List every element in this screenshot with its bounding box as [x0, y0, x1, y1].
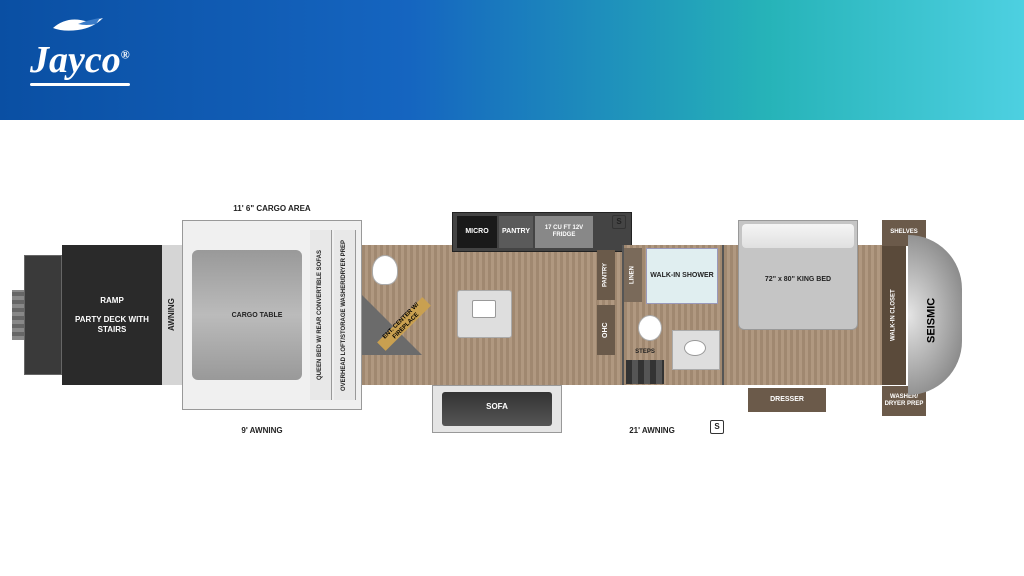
ramp-label: RAMP: [66, 296, 158, 306]
floorplan-canvas: RAMP PARTY DECK WITH STAIRS AWNING CARGO…: [0, 120, 1024, 576]
microwave: MICRO: [457, 216, 497, 248]
bed-label: 72" x 80" KING BED: [762, 270, 834, 290]
logo: Jayco®: [30, 38, 130, 82]
steps: [626, 360, 664, 384]
sofa-label: SOFA: [472, 400, 522, 414]
cargo-table-label: CARGO TABLE: [227, 308, 287, 324]
half-bath-toilet: [372, 255, 398, 285]
ohc: OHC: [597, 305, 615, 355]
deck-label: PARTY DECK WITH STAIRS: [66, 315, 158, 334]
dresser: DRESSER: [748, 388, 826, 412]
fridge: 17 CU FT 12V FRIDGE: [535, 216, 593, 248]
ramp: [24, 255, 62, 375]
shower: WALK-IN SHOWER: [646, 248, 718, 304]
bird-icon: [48, 10, 108, 40]
pantry-2: PANTRY: [597, 250, 615, 300]
party-deck: RAMP PARTY DECK WITH STAIRS: [62, 245, 162, 385]
logo-underline: [30, 83, 130, 86]
loft-label: OVERHEAD LOFT/STORAGE WASHER/DRYER PREP: [334, 230, 356, 400]
queen-bed-label: QUEEN BED W/ REAR CONVERTIBLE SOFAS: [310, 230, 332, 400]
island-sink: [472, 300, 496, 318]
linen: LINEN: [624, 248, 642, 302]
reg-mark: ®: [121, 47, 130, 61]
floorplan: RAMP PARTY DECK WITH STAIRS AWNING CARGO…: [62, 200, 962, 460]
pantry-1: PANTRY: [499, 216, 533, 248]
pillows: [742, 224, 854, 248]
bath-sink: [684, 340, 706, 356]
toilet: [638, 315, 662, 341]
brand-name: Jayco: [30, 39, 121, 81]
model-name: SEISMIC: [920, 275, 944, 365]
brand-header: Jayco®: [0, 0, 1024, 120]
s-marker-1: S: [612, 215, 626, 229]
awning-9: 9' AWNING: [202, 425, 322, 437]
ramp-stairs: [12, 290, 24, 340]
awning-21: 21' AWNING: [592, 425, 712, 437]
cargo-area-label: 11' 6" CARGO AREA: [182, 202, 362, 216]
s-marker-2: S: [710, 420, 724, 434]
awning-rear: AWNING: [162, 245, 182, 385]
steps-label: STEPS: [626, 348, 664, 358]
walk-in-closet: WALK-IN CLOSET: [882, 245, 906, 385]
